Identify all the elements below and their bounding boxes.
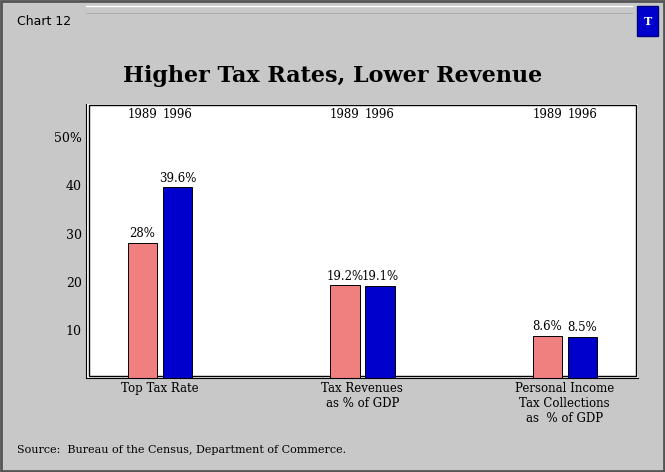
Text: 1989: 1989: [128, 108, 158, 121]
Text: 1996: 1996: [365, 108, 395, 121]
Text: 8.6%: 8.6%: [533, 320, 562, 333]
Bar: [331, 286, 360, 378]
Text: Source:  Bureau of the Census, Department of Commerce.: Source: Bureau of the Census, Department…: [17, 446, 346, 455]
Text: 8.5%: 8.5%: [567, 321, 597, 334]
Text: 39.6%: 39.6%: [159, 171, 196, 185]
Bar: [533, 336, 562, 378]
Text: 1989: 1989: [330, 108, 360, 121]
Bar: [128, 243, 158, 378]
FancyBboxPatch shape: [637, 7, 658, 36]
Bar: [567, 337, 597, 378]
Text: 19.2%: 19.2%: [327, 270, 364, 283]
Text: T: T: [644, 16, 652, 27]
Text: 1996: 1996: [162, 108, 192, 121]
Text: Chart 12: Chart 12: [17, 15, 70, 28]
Text: 28%: 28%: [130, 227, 156, 240]
Text: 19.1%: 19.1%: [361, 270, 398, 283]
Text: 1989: 1989: [533, 108, 562, 121]
Bar: [365, 286, 394, 378]
Bar: [163, 187, 192, 378]
Text: Higher Tax Rates, Lower Revenue: Higher Tax Rates, Lower Revenue: [123, 65, 542, 86]
Text: 1996: 1996: [567, 108, 597, 121]
